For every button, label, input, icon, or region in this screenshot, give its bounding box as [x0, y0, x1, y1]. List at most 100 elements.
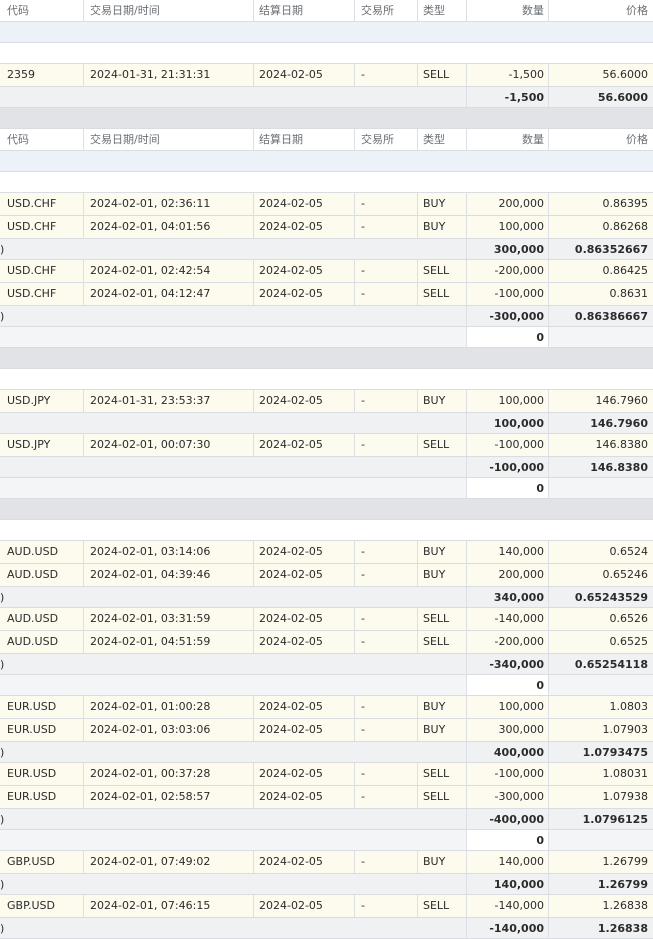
subtotal-qty: 300,000 [466, 239, 548, 259]
trade-row[interactable]: EUR.USD 2024-02-01, 02:58:57 2024-02-05- SE… [0, 786, 653, 809]
trade-price: 0.86268 [548, 216, 653, 238]
trade-row[interactable]: USD.CHF 2024-02-01, 04:12:47 2024-02-05- SE… [0, 283, 653, 306]
trade-qty: -140,000 [466, 895, 548, 917]
trade-row[interactable]: EUR.USD 2024-02-01, 03:03:06 2024-02-05- BU… [0, 719, 653, 742]
trade-code: AUD.USD [7, 568, 59, 581]
subtotal-row: ) -140,000 1.26838 [0, 918, 653, 939]
trade-row[interactable]: USD.CHF 2024-02-01, 04:01:56 2024-02-05- BU… [0, 216, 653, 239]
trade-type: SELL [417, 260, 466, 282]
trade-qty: 140,000 [466, 851, 548, 873]
trade-code: USD.JPY [7, 438, 51, 451]
trade-datetime: 2024-02-01, 01:00:28 [83, 696, 253, 718]
trade-price: 1.26799 [548, 851, 653, 873]
subtotal-price: 1.0796125 [548, 809, 653, 829]
trade-qty: 100,000 [466, 696, 548, 718]
trade-settle: 2024-02-05 [253, 786, 354, 808]
subtotal-row: ) 340,000 0.65243529 [0, 587, 653, 608]
column-header-datetime[interactable]: 交易日期/时间 [83, 129, 253, 150]
trade-row[interactable]: GBP.USD 2024-02-01, 07:46:15 2024-02-05- SE… [0, 895, 653, 918]
column-header-settle[interactable]: 结算日期 [253, 129, 354, 150]
column-header-code[interactable]: 代码 [7, 133, 29, 146]
trade-code: GBP.USD [7, 855, 55, 868]
trade-row[interactable]: AUD.USD 2024-02-01, 03:31:59 2024-02-05- SE… [0, 608, 653, 631]
trade-exchange: - [354, 541, 417, 563]
trade-price: 0.6525 [548, 631, 653, 653]
column-header-type[interactable]: 类型 [417, 0, 466, 21]
trade-type: BUY [417, 541, 466, 563]
trade-row[interactable]: AUD.USD 2024-02-01, 03:14:06 2024-02-05- BU… [0, 541, 653, 564]
trade-datetime: 2024-02-01, 00:37:28 [83, 763, 253, 785]
trade-price: 1.26838 [548, 895, 653, 917]
subtotal-price: 0.65243529 [548, 587, 653, 607]
trade-code: EUR.USD [7, 767, 57, 780]
column-header-qty[interactable]: 数量 [466, 129, 548, 150]
trade-row[interactable]: USD.CHF 2024-02-01, 02:36:11 2024-02-05- BU… [0, 193, 653, 216]
subtotal-row: ) 140,000 1.26799 [0, 874, 653, 895]
column-header-type[interactable]: 类型 [417, 129, 466, 150]
trade-type: SELL [417, 631, 466, 653]
column-header-exchange[interactable]: 交易所 [354, 0, 417, 21]
trade-row[interactable]: USD.JPY 2024-01-31, 23:53:37 2024-02-05- BU… [0, 390, 653, 413]
trade-type: BUY [417, 851, 466, 873]
net-qty: 0 [466, 830, 548, 850]
blank-row [0, 43, 653, 64]
trade-type: SELL [417, 434, 466, 456]
trade-row[interactable]: 2359 2024-01-31, 21:31:31 2024-02-05- SELL -… [0, 64, 653, 87]
trade-exchange: - [354, 696, 417, 718]
net-position-row: 0 [0, 830, 653, 851]
blank-row [0, 151, 653, 172]
section-separator [0, 108, 653, 129]
trade-row[interactable]: AUD.USD 2024-02-01, 04:51:59 2024-02-05- SE… [0, 631, 653, 654]
subtotal-price: 1.0793475 [548, 742, 653, 762]
subtotal-qty: 400,000 [466, 742, 548, 762]
subtotal-qty: -100,000 [466, 457, 548, 477]
trade-settle: 2024-02-05 [253, 851, 354, 873]
trade-code: USD.JPY [7, 394, 51, 407]
trade-code: EUR.USD [7, 790, 57, 803]
subtotal-row: 100,000 146.7960 [0, 413, 653, 434]
trade-row[interactable]: USD.CHF 2024-02-01, 02:42:54 2024-02-05- SE… [0, 260, 653, 283]
trade-settle: 2024-02-05 [253, 216, 354, 238]
subtotal-price: 146.7960 [548, 413, 653, 433]
column-header-price[interactable]: 价格 [548, 0, 653, 21]
subtotal-price: 146.8380 [548, 457, 653, 477]
trade-type: SELL [417, 895, 466, 917]
trade-row[interactable]: GBP.USD 2024-02-01, 07:49:02 2024-02-05- BU… [0, 851, 653, 874]
subtotal-price: 0.65254118 [548, 654, 653, 674]
net-price-empty [548, 478, 653, 498]
subtotal-lead: ) [0, 922, 5, 935]
trade-qty: 100,000 [466, 216, 548, 238]
column-header-settle[interactable]: 结算日期 [253, 0, 354, 21]
column-header-datetime[interactable]: 交易日期/时间 [83, 0, 253, 21]
trade-settle: 2024-02-05 [253, 696, 354, 718]
section-separator [0, 499, 653, 520]
trade-row[interactable]: USD.JPY 2024-02-01, 00:07:30 2024-02-05- SE… [0, 434, 653, 457]
subtotal-qty: 100,000 [466, 413, 548, 433]
trade-row[interactable]: EUR.USD 2024-02-01, 00:37:28 2024-02-05- SE… [0, 763, 653, 786]
net-price-empty [548, 327, 653, 347]
trade-row[interactable]: AUD.USD 2024-02-01, 04:39:46 2024-02-05- BU… [0, 564, 653, 587]
trade-qty: -100,000 [466, 283, 548, 305]
subtotal-lead: ) [0, 591, 5, 604]
trade-settle: 2024-02-05 [253, 719, 354, 741]
trade-datetime: 2024-02-01, 03:14:06 [83, 541, 253, 563]
trade-code: AUD.USD [7, 545, 59, 558]
net-position-row: 0 [0, 478, 653, 499]
trade-settle: 2024-02-05 [253, 434, 354, 456]
net-position-row: 0 [0, 327, 653, 348]
column-header-exchange[interactable]: 交易所 [354, 129, 417, 150]
trade-settle: 2024-02-05 [253, 895, 354, 917]
trade-exchange: - [354, 895, 417, 917]
trade-price: 0.65246 [548, 564, 653, 586]
column-header-price[interactable]: 价格 [548, 129, 653, 150]
subtotal-qty: -300,000 [466, 306, 548, 326]
trade-qty: -200,000 [466, 631, 548, 653]
trade-type: BUY [417, 719, 466, 741]
trade-qty: -100,000 [466, 434, 548, 456]
trade-row[interactable]: EUR.USD 2024-02-01, 01:00:28 2024-02-05- BU… [0, 696, 653, 719]
trade-exchange: - [354, 283, 417, 305]
column-header-qty[interactable]: 数量 [466, 0, 548, 21]
trade-settle: 2024-02-05 [253, 283, 354, 305]
trade-exchange: - [354, 631, 417, 653]
column-header-code[interactable]: 代码 [7, 4, 29, 17]
